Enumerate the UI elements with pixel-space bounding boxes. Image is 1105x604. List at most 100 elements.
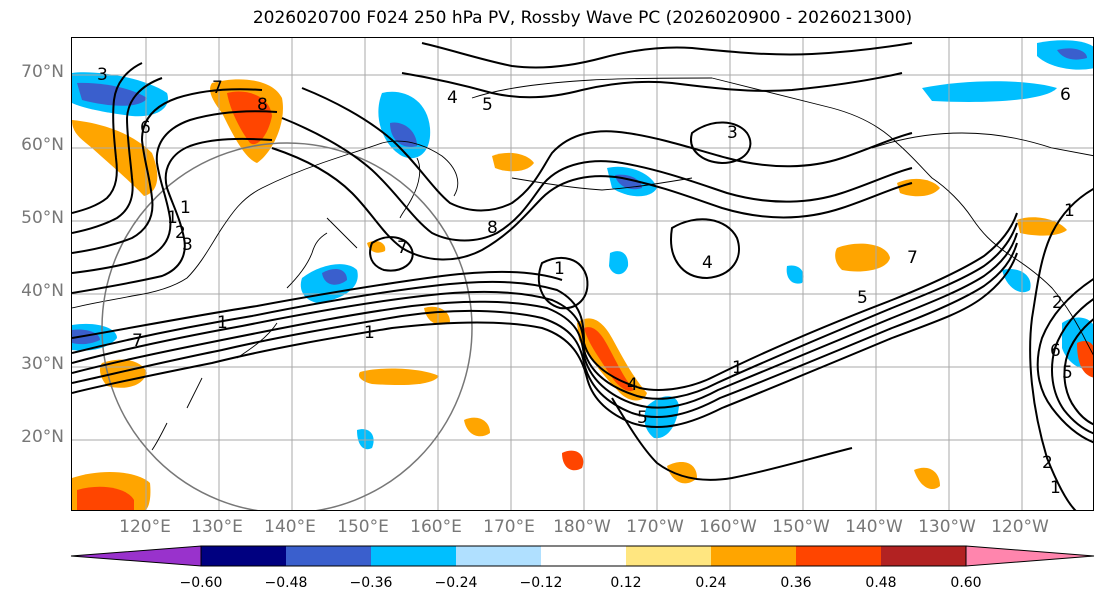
colorbar-bin: [711, 546, 796, 566]
contour-label: 6: [1060, 85, 1071, 105]
contour-label: 3: [727, 123, 738, 143]
negative-anomaly-arctic-east: [922, 81, 1057, 102]
colorbar-bin: [796, 546, 881, 566]
contour-mid-3: [301, 87, 913, 212]
colorbar-bin: [626, 546, 711, 566]
lon-label-180w: 180°W: [553, 517, 611, 537]
lat-label-70n: 70°N: [21, 62, 64, 82]
colorbar-tick-label: −0.36: [349, 575, 393, 591]
contour-label: 1: [554, 259, 565, 279]
contour-label: 2: [1042, 453, 1053, 473]
positive-anomaly-siberia-core: [227, 91, 272, 145]
contour-loop-4: [369, 236, 414, 272]
lon-label-150w: 150°W: [772, 517, 830, 537]
contour-2: [72, 242, 1018, 419]
lon-label-140w: 140°W: [845, 517, 903, 537]
contour-label: 7: [397, 238, 408, 258]
contour-label: 6: [140, 118, 151, 138]
colorbar-tick-label: 0.36: [780, 575, 812, 591]
positive-anomaly-far-east-south: [1077, 341, 1093, 378]
map-panel: 3 4 5 6 8 7 1 2 3 1 8 7 1 1 4 5 3 6 1 2 …: [71, 37, 1094, 511]
positive-anomaly-south-east: [914, 467, 940, 490]
contour-6: [72, 270, 563, 339]
colorbar-bin: [201, 546, 286, 566]
positive-anomaly-alaska-coast: [897, 178, 940, 197]
contour-label: 1: [180, 198, 191, 218]
contour-label-group: 3 4 5 6 8 7 1 2 3 1 8 7 1 1 4 5 3 6 1 2 …: [97, 65, 1075, 498]
lon-label-150e: 150°E: [337, 517, 389, 537]
contour-mid-2: [281, 117, 913, 242]
contour-1: [72, 252, 1018, 429]
coastline-east-asia: [72, 140, 459, 309]
contour-label: 7: [132, 331, 143, 351]
contour-label: 1: [364, 323, 375, 343]
contour-mid-1: [271, 147, 913, 261]
contour-east-2: [1051, 298, 1093, 435]
negative-anomaly-japan-east-core: [322, 268, 347, 285]
contour-label: 8: [487, 218, 498, 238]
contour-label: 5: [857, 288, 868, 308]
figure-title: 2026020700 F024 250 hPa PV, Rossby Wave …: [252, 8, 913, 28]
lat-label-30n: 30°N: [21, 354, 64, 374]
negative-anomaly-california: [1002, 268, 1031, 293]
contour-label: 5: [1062, 363, 1073, 383]
lon-label-140e: 140°E: [264, 517, 316, 537]
contour-label: 8: [257, 95, 268, 115]
lat-label-50n: 50°N: [21, 208, 64, 228]
map-canvas: 3 4 5 6 8 7 1 2 3 1 8 7 1 1 4 5 3 6 1 2 …: [72, 38, 1093, 510]
contour-label: 3: [97, 65, 108, 85]
positive-anomaly-west-60n: [72, 120, 158, 196]
colorbar-tick-label: −0.60: [179, 575, 223, 591]
colorbar-bin: [541, 546, 626, 566]
lat-label-20n: 20°N: [21, 427, 64, 447]
positive-anomaly-gulf-alaska: [835, 243, 890, 272]
colorbar-tick-label: 0.48: [865, 575, 897, 591]
contour-9: [72, 88, 263, 254]
positive-anomaly-japan: [424, 306, 450, 325]
negative-anomaly-kamchatka-core: [77, 82, 147, 106]
coastline-arctic: [471, 77, 713, 99]
contour-label: 1: [1064, 201, 1075, 221]
contour-south-1: [611, 397, 853, 481]
colorbar-extend-min: [70, 545, 202, 567]
contour-north-1: [401, 72, 903, 99]
negative-anomaly-ne-pacific: [786, 265, 804, 284]
contour-east-3: [1063, 318, 1093, 426]
negative-anomaly-arctic-ne-core: [1057, 48, 1087, 60]
lat-label-60n: 60°N: [21, 135, 64, 155]
colorbar-bin: [456, 546, 541, 566]
contour-4: [72, 222, 1018, 400]
pv-shading: [72, 40, 1093, 510]
lon-label-130w: 130°W: [918, 517, 976, 537]
coastline-kamchatka: [326, 157, 421, 249]
lon-label-120e: 120°E: [119, 517, 171, 537]
contour-east-4: [1029, 188, 1093, 510]
contour-east-1: [1036, 278, 1093, 444]
colorbar-tick-label: 0.60: [950, 575, 982, 591]
contour-north-2: [421, 42, 913, 69]
contour-label: 1: [1050, 478, 1061, 498]
negative-anomaly-west-edge-core: [72, 329, 100, 345]
lon-label-170w: 170°W: [626, 517, 684, 537]
contour-10: [72, 77, 163, 234]
contour-label: 2: [1052, 293, 1063, 313]
colorbar-tick-label: 0.24: [695, 575, 727, 591]
positive-anomaly-dateline-core: [584, 327, 634, 392]
range-ring: [101, 142, 473, 510]
positive-anomaly-se-corner-core: [77, 486, 134, 510]
colorbar-tick-label: −0.24: [434, 575, 478, 591]
colorbar-tick-label: −0.48: [264, 575, 308, 591]
contour-label: 6: [1050, 341, 1061, 361]
coastline-alaska: [711, 77, 1093, 356]
colorbar: [70, 545, 1095, 567]
positive-anomaly-tropics-4: [464, 417, 490, 437]
contour-3: [72, 232, 1018, 409]
contour-label: 5: [482, 95, 493, 115]
contour-label: 4: [447, 88, 458, 108]
contour-loop-1: [690, 121, 752, 165]
lon-label-120w: 120°W: [991, 517, 1049, 537]
contour-label: 4: [627, 375, 638, 395]
colorbar-tick-label: 0.12: [610, 575, 642, 591]
colorbar-extend-max: [965, 545, 1095, 567]
colorbar-tick-label: −0.12: [519, 575, 563, 591]
